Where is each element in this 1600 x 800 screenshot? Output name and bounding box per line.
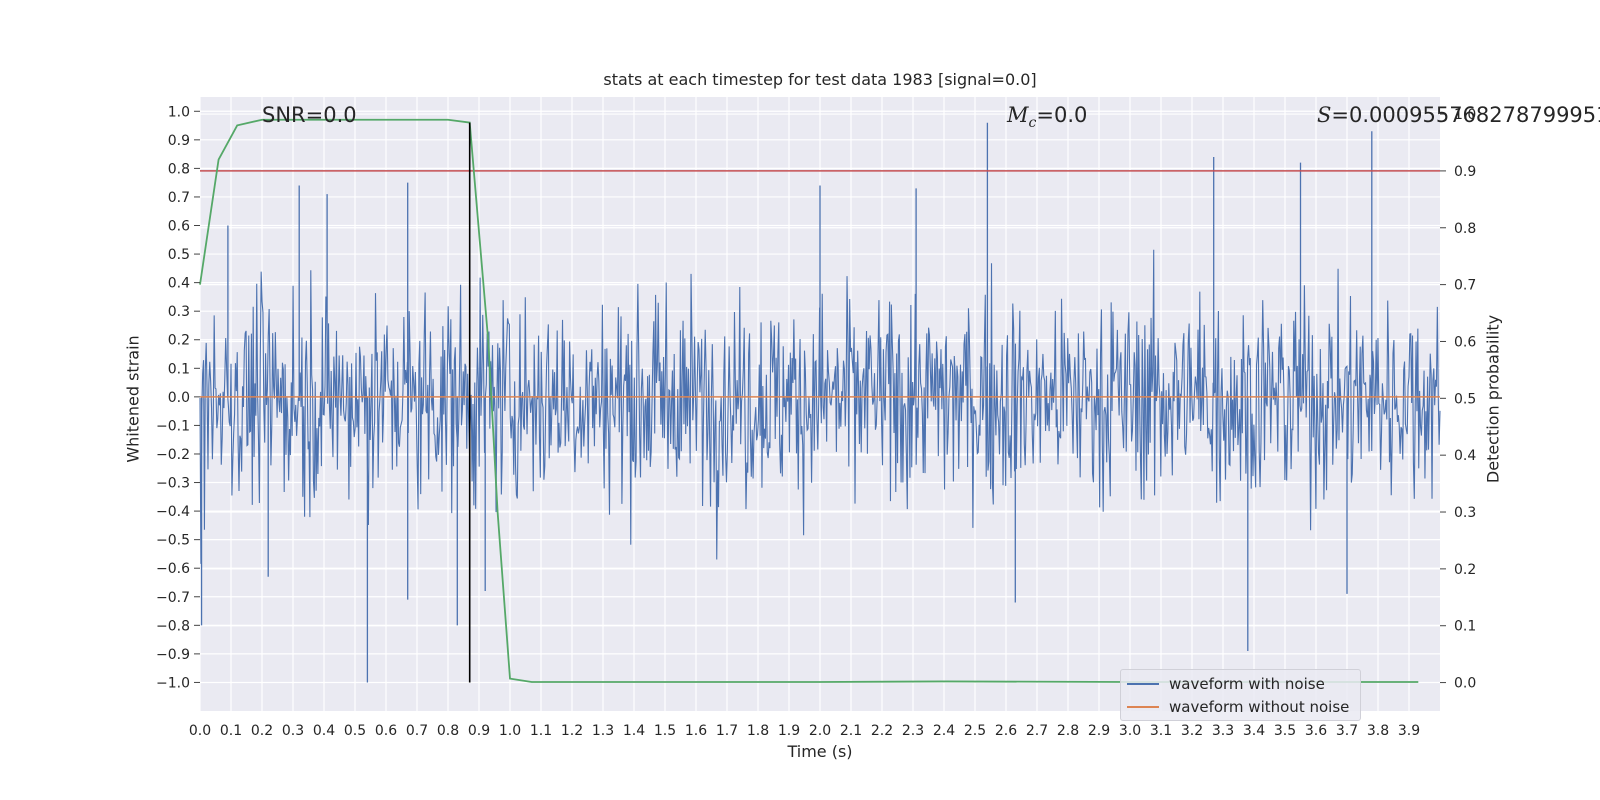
- y-tick-label: 0.4: [168, 276, 190, 292]
- legend-item-without-noise: waveform without noise: [1127, 696, 1349, 718]
- x-tick-label: 0.8: [437, 723, 459, 739]
- y2-tick-label: 0.4: [1454, 448, 1476, 464]
- x-tick-label: 3.2: [1181, 723, 1203, 739]
- y-tick-label: 0.6: [168, 219, 190, 235]
- x-tick-label: 0.7: [406, 723, 428, 739]
- y2-tick-label: 0.6: [1454, 334, 1476, 350]
- y-tick-label: 0.2: [168, 333, 190, 349]
- x-tick-label: 2.6: [995, 723, 1017, 739]
- y-tick-label: −0.5: [156, 533, 190, 549]
- y-tick-label: −0.4: [156, 504, 190, 520]
- x-axis-label: Time (s): [787, 742, 853, 761]
- legend-swatch: [1127, 706, 1159, 708]
- mc-value: =0.0: [1036, 103, 1088, 127]
- snr-annotation: SNR=0.0: [262, 103, 357, 127]
- y-axis-label: Whitened strain: [123, 335, 143, 463]
- series-detection-probability: [199, 118, 1419, 683]
- series-waveform-with-noise: [199, 122, 1441, 683]
- x-tick-label: 3.9: [1398, 723, 1420, 739]
- x-tick-label: 0.5: [344, 723, 366, 739]
- x-tick-label: 2.2: [871, 723, 893, 739]
- y-tick-label: 0.5: [168, 247, 190, 263]
- y-tick-label: −0.9: [156, 647, 190, 663]
- x-tick-label: 1.3: [592, 723, 614, 739]
- y-tick-label: −0.8: [156, 618, 190, 634]
- y2-tick-label: 0.8: [1454, 221, 1476, 237]
- mc-subscript: c: [1028, 115, 1037, 132]
- x-tick-label: 3.0: [1119, 723, 1141, 739]
- y-tick-label: −0.1: [156, 418, 190, 434]
- y2-tick-label: 0.3: [1454, 505, 1476, 521]
- x-tick-label: 0.6: [375, 723, 397, 739]
- x-tick-label: 3.3: [1212, 723, 1234, 739]
- y-tick-label: −0.3: [156, 476, 190, 492]
- y-tick-label: −0.7: [156, 590, 190, 606]
- x-tick-label: 1.1: [530, 723, 552, 739]
- y-tick-label: −1.0: [156, 675, 190, 691]
- x-tick-label: 1.0: [499, 723, 521, 739]
- y2-tick-label: 1.0: [1454, 107, 1476, 123]
- y-tick-label: 1.0: [168, 104, 190, 120]
- x-tick-label: 3.5: [1274, 723, 1296, 739]
- x-tick-label: 0.1: [220, 723, 242, 739]
- mc-annotation: Mc=0.0: [1007, 103, 1087, 131]
- x-tick-label: 1.2: [561, 723, 583, 739]
- x-tick-label: 2.5: [964, 723, 986, 739]
- y-tick-label: 0.0: [168, 390, 190, 406]
- legend-swatch: [1127, 683, 1159, 685]
- legend-label: waveform with noise: [1169, 675, 1325, 693]
- x-tick-label: 1.7: [716, 723, 738, 739]
- x-tick-label: 2.0: [809, 723, 831, 739]
- x-tick-label: 3.1: [1150, 723, 1172, 739]
- y2-axis: 1.0 0.9 0.8 0.7 0.6 0.5 0.4 0.3 0.2 0.1 0.0: [1440, 107, 1476, 692]
- s-symbol: S: [1317, 103, 1332, 127]
- x-tick-label: 3.6: [1305, 723, 1327, 739]
- y2-axis-label: Detection probability: [1483, 314, 1503, 484]
- x-tick-label: 2.4: [933, 723, 955, 739]
- x-axis: 0.0 0.1 0.2 0.3 0.4 0.5 0.6 0.7 0.8 0.9 1.0 1.1 1.2 1…: [189, 723, 1420, 739]
- legend-label: waveform without noise: [1169, 698, 1350, 716]
- x-tick-label: 1.4: [623, 723, 645, 739]
- y-tick-label: −0.2: [156, 447, 190, 463]
- x-tick-label: 1.9: [778, 723, 800, 739]
- y-tick-label: 0.8: [168, 161, 190, 177]
- s-value: =0.0009557682787999513: [1331, 103, 1600, 127]
- overlays: [199, 118, 1440, 683]
- chart-title: stats at each timestep for test data 198…: [603, 70, 1037, 89]
- y-axis: 1.0 0.9 0.8 0.7 0.6 0.5 0.4 0.3 0.2 0.1 0.0 −0.1 −0.…: [156, 104, 200, 691]
- y2-tick-label: 0.7: [1454, 278, 1476, 294]
- mc-symbol: M: [1007, 103, 1029, 127]
- y2-tick-label: 0.0: [1454, 676, 1476, 692]
- x-tick-label: 2.1: [840, 723, 862, 739]
- x-tick-label: 3.4: [1243, 723, 1265, 739]
- legend-item-with-noise: waveform with noise: [1127, 673, 1325, 695]
- y2-tick-label: 0.1: [1454, 619, 1476, 635]
- x-tick-label: 1.5: [654, 723, 676, 739]
- x-tick-label: 1.8: [747, 723, 769, 739]
- y-tick-label: −0.6: [156, 561, 190, 577]
- x-tick-label: 2.9: [1088, 723, 1110, 739]
- y2-tick-label: 0.5: [1454, 391, 1476, 407]
- x-tick-label: 0.4: [313, 723, 335, 739]
- x-tick-label: 2.8: [1057, 723, 1079, 739]
- x-tick-label: 0.9: [468, 723, 490, 739]
- x-tick-label: 3.7: [1336, 723, 1358, 739]
- legend: waveform with noise waveform without noi…: [1120, 669, 1361, 721]
- y-tick-label: 0.3: [168, 304, 190, 320]
- y-tick-label: 0.1: [168, 361, 190, 377]
- x-tick-label: 0.3: [282, 723, 304, 739]
- x-tick-label: 1.6: [685, 723, 707, 739]
- y2-tick-label: 0.9: [1454, 164, 1476, 180]
- x-tick-label: 0.2: [251, 723, 273, 739]
- y2-tick-label: 0.2: [1454, 562, 1476, 578]
- y-tick-label: 0.7: [168, 190, 190, 206]
- s-annotation: S=0.0009557682787999513: [1317, 103, 1600, 127]
- x-tick-label: 2.3: [902, 723, 924, 739]
- x-tick-label: 3.8: [1367, 723, 1389, 739]
- x-tick-label: 0.0: [189, 723, 211, 739]
- y-tick-label: 0.9: [168, 133, 190, 149]
- x-tick-label: 2.7: [1026, 723, 1048, 739]
